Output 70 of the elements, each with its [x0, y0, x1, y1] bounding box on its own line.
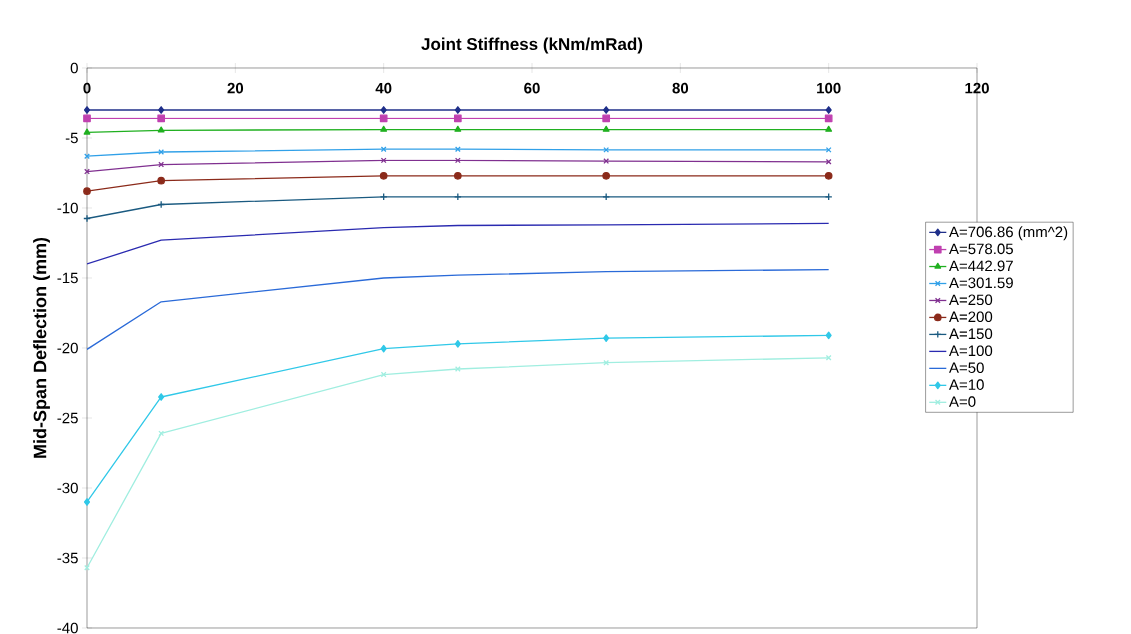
legend-label: A=50: [949, 362, 984, 373]
point: [158, 149, 165, 155]
point: [157, 114, 166, 123]
y-tick-label: -35: [57, 552, 78, 564]
point: [380, 146, 387, 153]
point: [825, 331, 832, 340]
y-tick-label: -20: [57, 342, 78, 354]
legend-label: A=100: [949, 345, 993, 357]
x-tick-label: 40: [375, 82, 392, 94]
line-series: [87, 268, 830, 351]
y-tick-label: -40: [57, 622, 78, 634]
point: [454, 125, 462, 132]
point: [824, 171, 833, 180]
point: [603, 334, 610, 343]
x-tick-label: 100: [817, 82, 841, 94]
point: [453, 171, 462, 180]
legend-label: A=250: [949, 294, 993, 306]
legend-label: A=578.05: [949, 243, 1013, 255]
point: [83, 187, 91, 196]
x-tick-label: 80: [672, 82, 689, 94]
legend-label: A=10: [949, 379, 984, 390]
x-tick-label: 120: [965, 82, 989, 94]
point: [603, 158, 610, 165]
y-tick-label: -15: [57, 272, 78, 284]
point: [602, 125, 610, 132]
point: [379, 171, 388, 180]
point: [158, 393, 165, 401]
point: [380, 106, 387, 114]
x-tick-label: 0: [83, 82, 91, 94]
point: [380, 344, 387, 353]
point: [158, 430, 165, 437]
y-tick-label: -5: [65, 132, 78, 144]
point: [157, 176, 166, 185]
point: [602, 171, 611, 180]
x-tick-label: 60: [524, 82, 540, 94]
y-tick-label: 0: [70, 62, 78, 74]
legend-label: A=442.97: [949, 260, 1013, 272]
point: [380, 371, 387, 378]
legend-label: A=200: [949, 311, 993, 323]
line-series: [87, 222, 830, 265]
point: [83, 114, 91, 123]
point: [603, 359, 610, 366]
legend-label: A=706.86 (mm^2): [949, 226, 1068, 241]
point: [825, 106, 832, 114]
x-tick-label: 20: [227, 82, 244, 94]
y-tick-label: -25: [57, 412, 78, 424]
point: [602, 114, 611, 123]
legend-label: A=0: [949, 396, 976, 407]
point: [379, 114, 388, 123]
legend-label: A=301.59: [949, 277, 1013, 289]
x-axis-title: Joint Stiffness (kNm/mRad): [421, 37, 643, 54]
point: [454, 366, 461, 372]
point: [825, 125, 833, 132]
point: [380, 125, 388, 132]
legend-label: A=150: [949, 328, 993, 340]
y-tick-label: -30: [57, 482, 78, 494]
point: [454, 157, 461, 164]
point: [83, 128, 91, 135]
point: [157, 126, 165, 133]
point: [603, 106, 610, 114]
point: [824, 114, 833, 123]
point: [83, 106, 91, 114]
point: [454, 339, 461, 348]
point: [453, 114, 462, 123]
point: [158, 161, 165, 168]
y-tick-label: -10: [57, 202, 78, 214]
point: [158, 106, 165, 114]
y-axis-title: Mid-Span Deflection (mm): [33, 237, 50, 458]
point: [83, 498, 91, 506]
point: [454, 106, 461, 114]
